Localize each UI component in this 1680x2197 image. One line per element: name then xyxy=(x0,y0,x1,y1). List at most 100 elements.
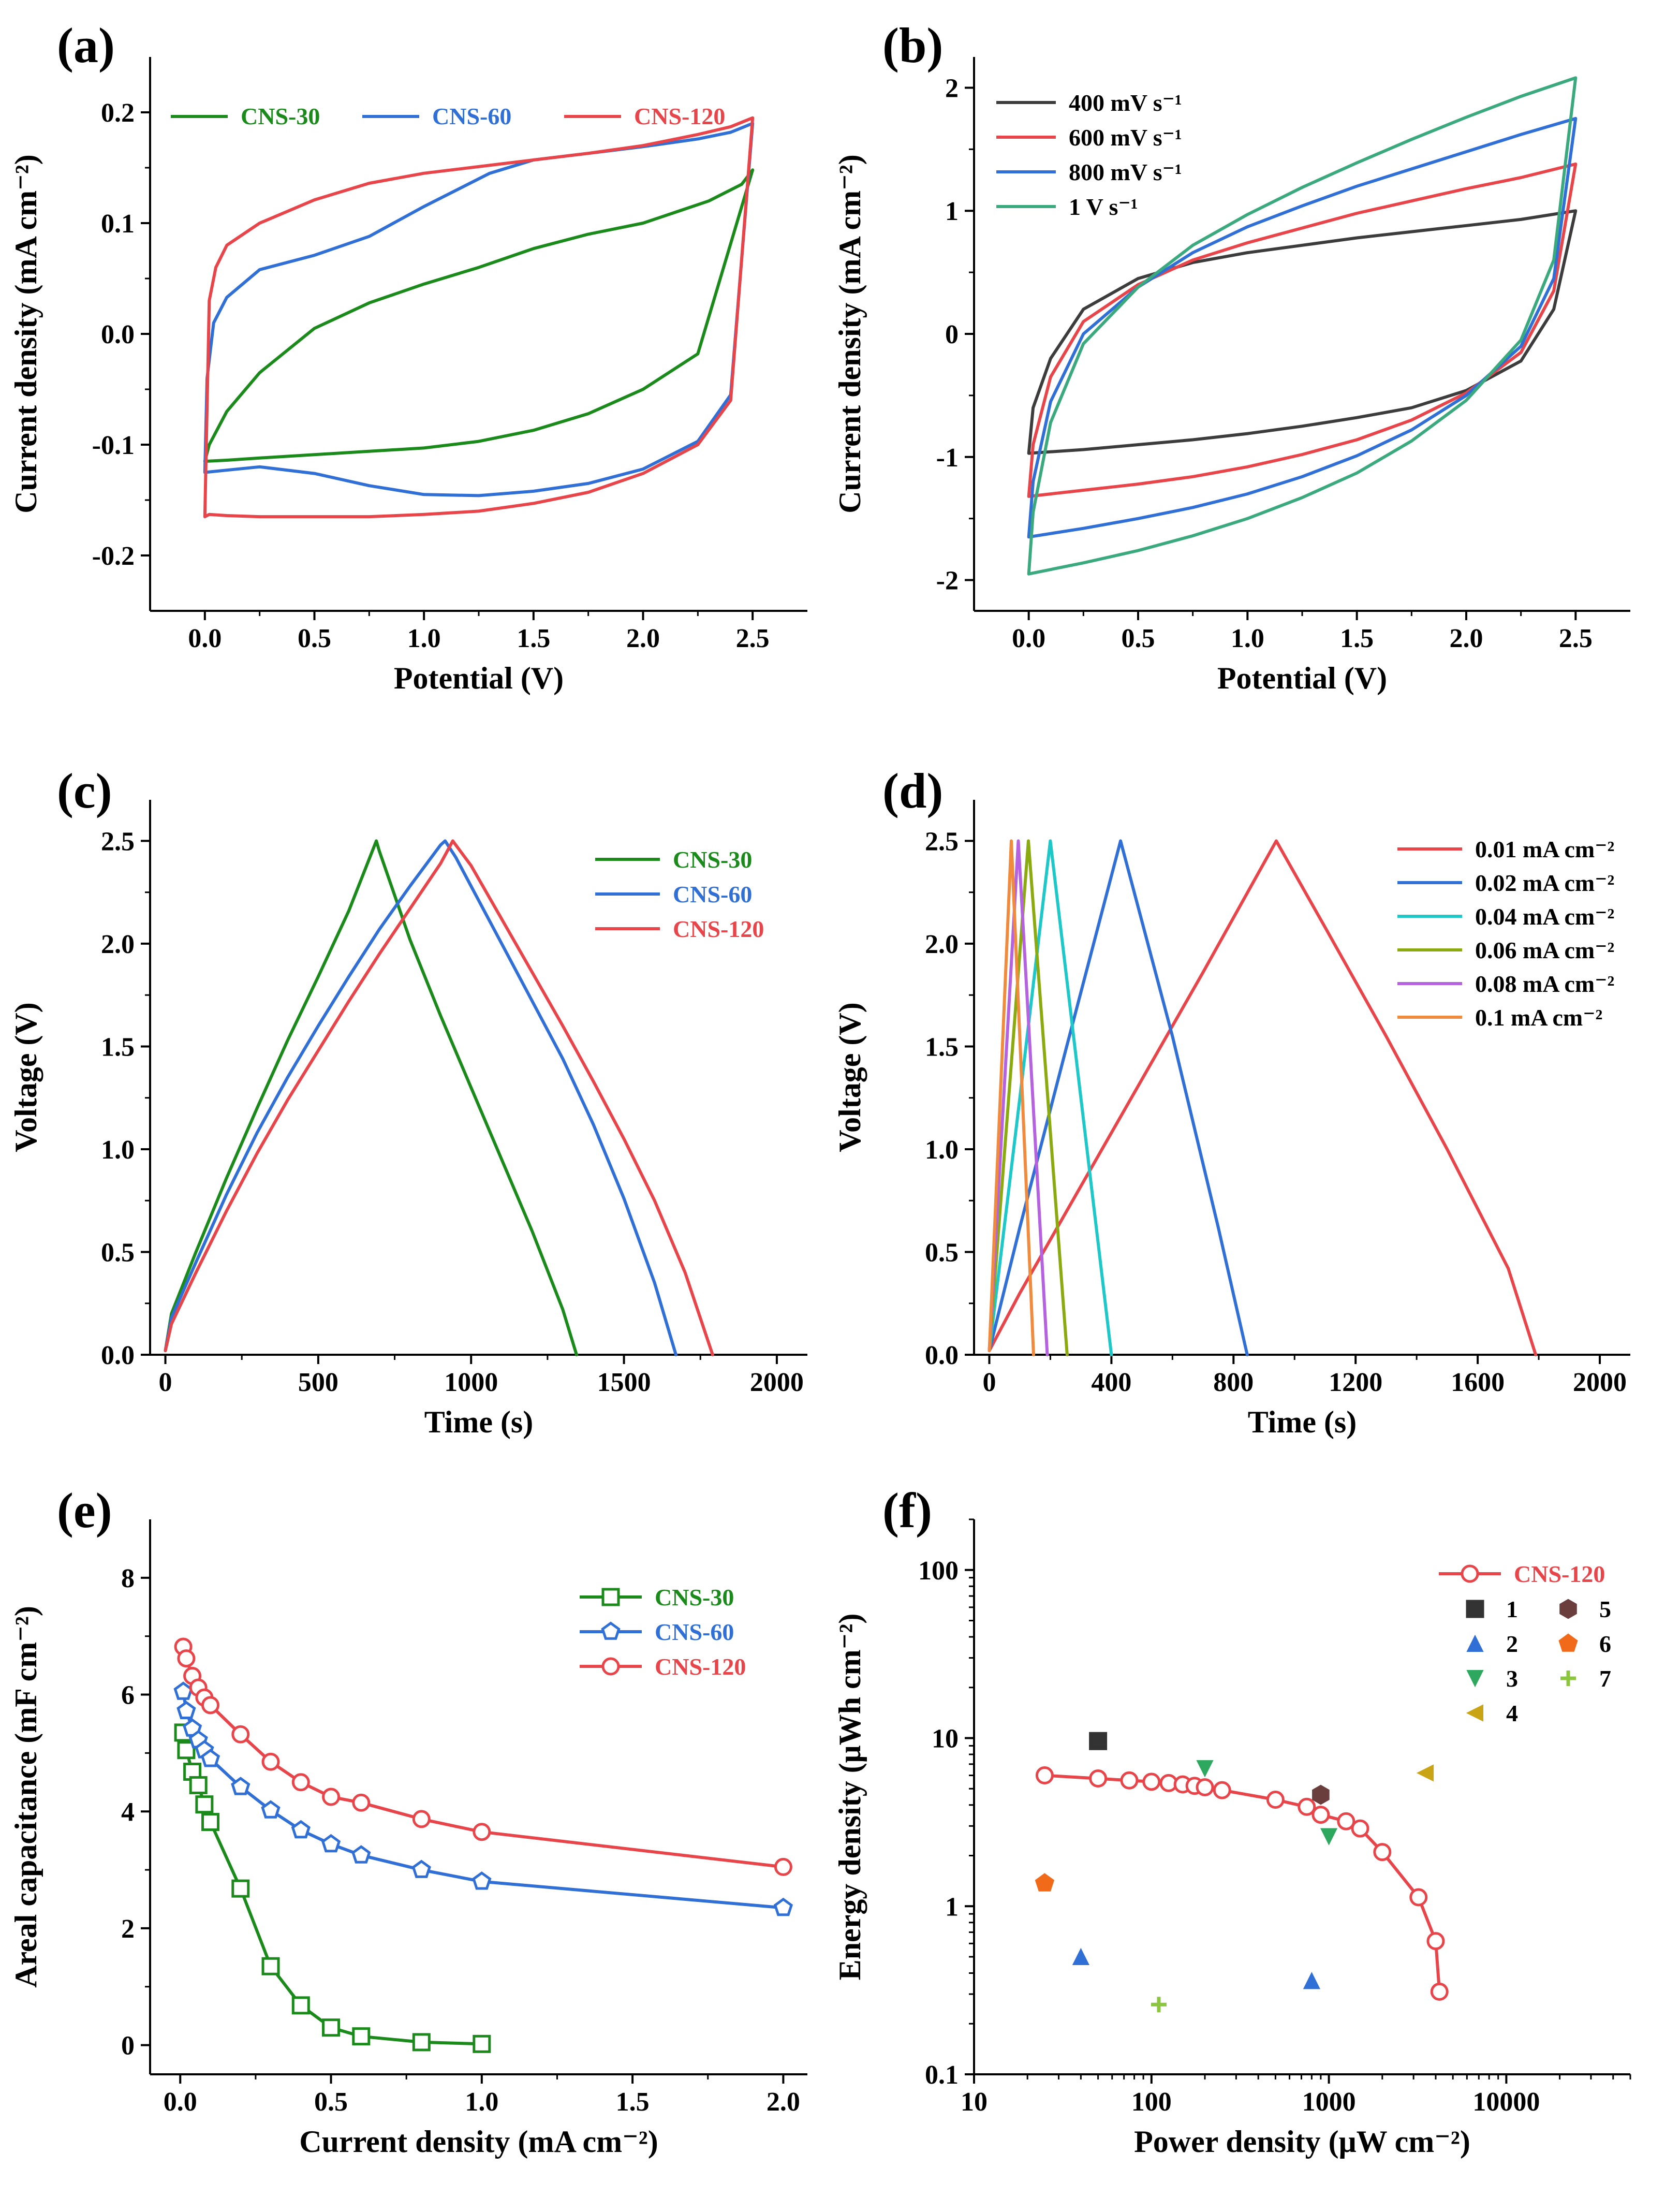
data-point xyxy=(1213,1781,1231,1799)
series-CNS-120 xyxy=(1035,1766,1449,2001)
y-tick-label: 1.0 xyxy=(925,1135,959,1165)
data-point xyxy=(352,1793,371,1812)
panel-label: (c) xyxy=(57,763,112,818)
y-tick-label: 0.5 xyxy=(101,1238,135,1267)
data-point xyxy=(601,1657,620,1676)
x-tick-label: 0 xyxy=(159,1368,172,1397)
series-line xyxy=(1027,209,1578,455)
data-point xyxy=(1298,1797,1316,1816)
series-line xyxy=(1027,76,1578,576)
data-point xyxy=(291,1773,310,1792)
data-point xyxy=(322,1788,341,1806)
y-tick-label: 2.0 xyxy=(101,930,135,959)
series-0.04 mA cm⁻² xyxy=(988,839,1113,1356)
x-tick-label: 2.0 xyxy=(767,2087,800,2117)
x-axis-title: Time (s) xyxy=(1248,1405,1357,1439)
data-point xyxy=(473,2034,491,2053)
data-point xyxy=(1560,1671,1576,1686)
data-point xyxy=(291,1996,310,2015)
series-CNS-60 xyxy=(164,839,677,1356)
series-CNS-30 xyxy=(174,1723,491,2053)
panel-c: (c) 0 500 1000 1500 2000 0.0 0.5 1.0 1.5 2.0 2.5 Tim… xyxy=(9,763,807,1439)
series-line xyxy=(988,839,1069,1356)
legend-label: 7 xyxy=(1599,1665,1611,1692)
series-line xyxy=(988,839,1538,1356)
data-point xyxy=(473,1823,491,1841)
data-point xyxy=(1311,1806,1330,1824)
series-line xyxy=(203,122,755,497)
data-point xyxy=(177,1741,196,1760)
x-tick-label: 2.5 xyxy=(736,624,770,653)
legend-label: 800 mV s⁻¹ xyxy=(1069,159,1182,185)
data-point xyxy=(1466,1704,1483,1722)
series-3 xyxy=(1196,1760,1338,1846)
x-tick-label: 2000 xyxy=(1573,1368,1627,1397)
y-tick-label: 0.0 xyxy=(101,320,135,349)
data-point xyxy=(601,1621,621,1640)
series-line xyxy=(1027,162,1578,498)
panel-label: (b) xyxy=(882,18,943,73)
legend-label: CNS-60 xyxy=(673,881,752,907)
y-tick-label: 2.5 xyxy=(925,827,959,856)
y-tick-label: 2.5 xyxy=(101,827,135,856)
legend-label: CNS-120 xyxy=(655,1653,746,1680)
series-0.1 mA cm⁻² xyxy=(988,839,1035,1356)
y-axis-title: Current density (mA cm⁻²) xyxy=(833,154,867,513)
series-5 xyxy=(1312,1784,1330,1805)
x-tick-label: 10 xyxy=(961,2087,988,2117)
panel-a: (a) 0.0 0.5 1.0 1.5 2.0 2.5 -0.2 -0.1 0.0 0.1 0.2 Po… xyxy=(9,18,807,695)
series-line xyxy=(988,839,1113,1356)
y-tick-label: 8 xyxy=(121,1564,135,1593)
legend-label: 400 mV s⁻¹ xyxy=(1069,90,1182,116)
x-tick-label: 0 xyxy=(982,1368,996,1397)
series-CNS-120 xyxy=(203,116,755,519)
series-CNS-60 xyxy=(173,1681,793,1916)
series-line xyxy=(182,1731,483,2046)
data-point xyxy=(1416,1764,1434,1782)
series-1 xyxy=(1089,1732,1108,1750)
data-point xyxy=(412,2033,431,2052)
data-point xyxy=(1426,1932,1445,1951)
data-point xyxy=(1373,1843,1392,1862)
series-600 mV s⁻¹ xyxy=(1027,162,1578,498)
data-point xyxy=(1196,1778,1214,1796)
data-point xyxy=(231,1879,250,1898)
x-tick-label: 10000 xyxy=(1472,2087,1540,2117)
x-tick-label: 1.0 xyxy=(1231,624,1264,653)
data-point xyxy=(1409,1888,1428,1907)
series-0.02 mA cm⁻² xyxy=(988,839,1249,1356)
x-tick-label: 1.5 xyxy=(1340,624,1374,653)
x-tick-label: 800 xyxy=(1213,1368,1254,1397)
series-CNS-30 xyxy=(164,839,578,1356)
y-tick-label: 4 xyxy=(121,1797,135,1827)
y-tick-label: 0 xyxy=(121,2031,135,2061)
data-point xyxy=(201,1813,220,1832)
x-tick-label: 1.5 xyxy=(517,624,550,653)
y-tick-label: 10 xyxy=(932,1724,959,1754)
x-axis-title: Time (s) xyxy=(424,1405,534,1439)
data-point xyxy=(1461,1564,1479,1583)
legend-label: 6 xyxy=(1599,1631,1611,1657)
legend-label: CNS-120 xyxy=(634,103,725,129)
x-tick-label: 0.5 xyxy=(298,624,331,653)
panel-b: (b) 0.0 0.5 1.0 1.5 2.0 2.5 -2 -1 0 1 2 Potential (V… xyxy=(833,18,1630,695)
panel-label: (d) xyxy=(882,763,943,818)
data-point xyxy=(322,2018,341,2037)
x-tick-label: 0.0 xyxy=(188,624,222,653)
data-point xyxy=(321,1834,341,1853)
series-400 mV s⁻¹ xyxy=(1027,209,1578,455)
y-tick-label: 1.0 xyxy=(101,1135,135,1165)
y-tick-label: 0.5 xyxy=(925,1238,959,1267)
panel-f: (f) 10 100 1000 10000 0.1 1 10 100 Power density … xyxy=(833,1483,1631,2159)
legend-label: CNS-120 xyxy=(1514,1561,1605,1587)
x-tick-label: 400 xyxy=(1091,1368,1131,1397)
y-tick-label: 1.5 xyxy=(101,1032,135,1062)
series-line xyxy=(988,839,1049,1356)
legend-label: 4 xyxy=(1506,1700,1518,1726)
y-tick-label: 0.0 xyxy=(925,1341,959,1370)
data-point xyxy=(1320,1828,1338,1846)
series-1 V s⁻¹ xyxy=(1027,76,1578,576)
series-2 xyxy=(1072,1947,1320,1989)
legend-label: CNS-30 xyxy=(655,1584,734,1610)
legend-label: CNS-60 xyxy=(655,1619,734,1645)
